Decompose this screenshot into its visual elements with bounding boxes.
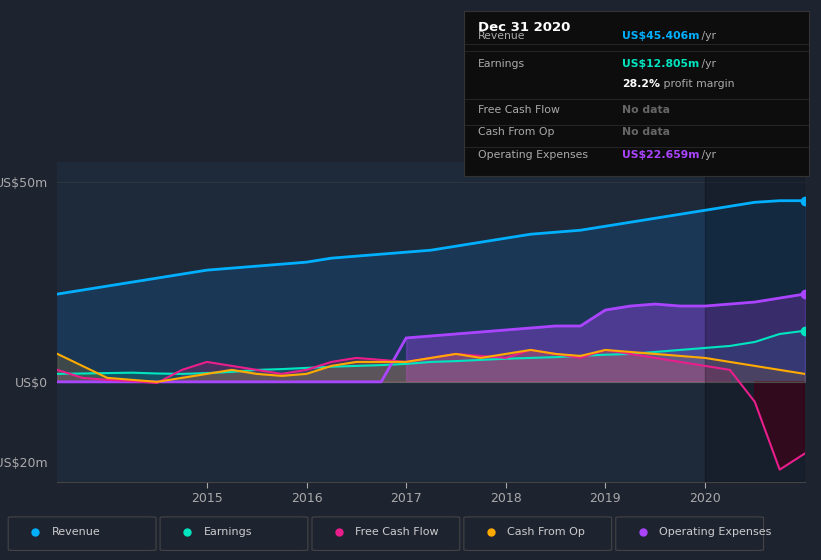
- Text: Free Cash Flow: Free Cash Flow: [478, 105, 560, 115]
- Text: profit margin: profit margin: [660, 79, 735, 89]
- Text: No data: No data: [622, 127, 671, 137]
- Text: US$12.805m: US$12.805m: [622, 59, 699, 69]
- FancyBboxPatch shape: [8, 517, 156, 550]
- Text: US$45.406m: US$45.406m: [622, 31, 700, 41]
- Text: Revenue: Revenue: [52, 527, 100, 537]
- Text: Earnings: Earnings: [204, 527, 252, 537]
- FancyBboxPatch shape: [160, 517, 308, 550]
- Bar: [705, 162, 805, 482]
- Text: /yr: /yr: [699, 59, 717, 69]
- Text: 28.2%: 28.2%: [622, 79, 660, 89]
- Text: Operating Expenses: Operating Expenses: [659, 527, 772, 537]
- Text: Free Cash Flow: Free Cash Flow: [355, 527, 439, 537]
- FancyBboxPatch shape: [464, 517, 612, 550]
- Text: Cash From Op: Cash From Op: [507, 527, 585, 537]
- Text: Operating Expenses: Operating Expenses: [478, 150, 588, 160]
- Text: Dec 31 2020: Dec 31 2020: [478, 21, 570, 34]
- FancyBboxPatch shape: [312, 517, 460, 550]
- Text: Revenue: Revenue: [478, 31, 525, 41]
- Text: US$22.659m: US$22.659m: [622, 150, 700, 160]
- FancyBboxPatch shape: [616, 517, 764, 550]
- Text: Earnings: Earnings: [478, 59, 525, 69]
- Text: No data: No data: [622, 105, 671, 115]
- Text: /yr: /yr: [699, 150, 717, 160]
- Text: /yr: /yr: [699, 31, 717, 41]
- Text: Cash From Op: Cash From Op: [478, 127, 554, 137]
